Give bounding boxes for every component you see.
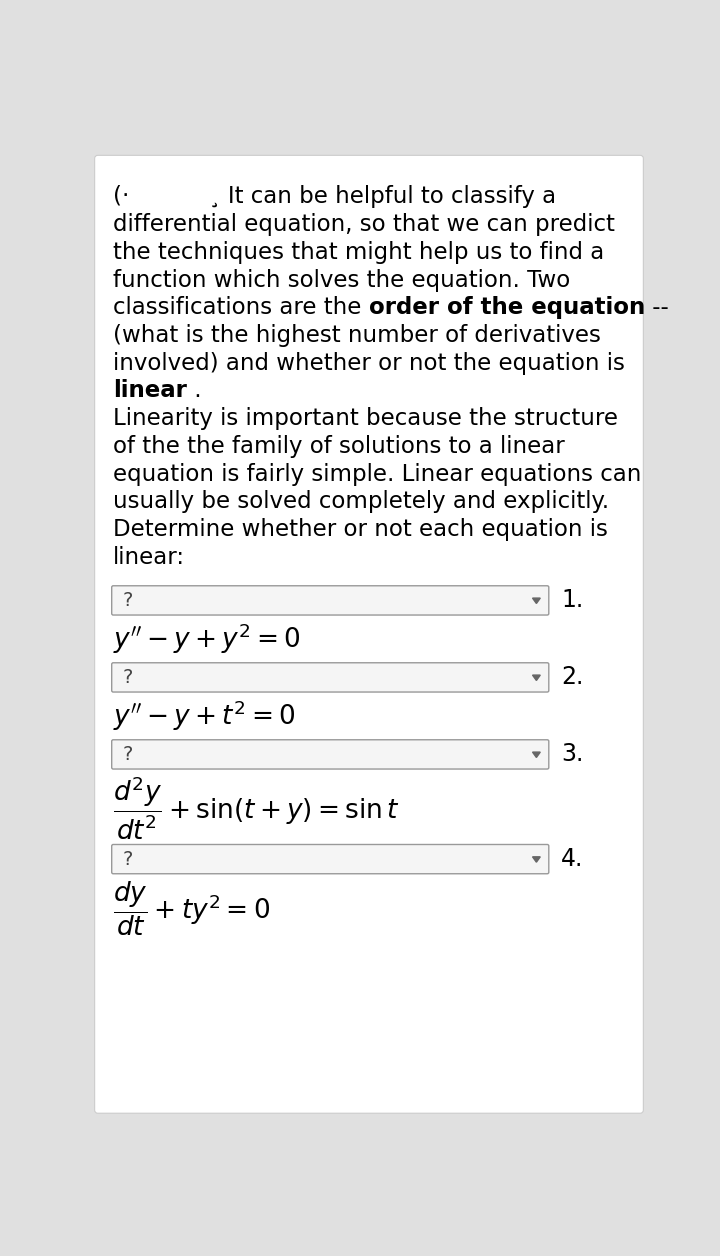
Polygon shape (533, 857, 540, 862)
Text: Linearity is important because the structure: Linearity is important because the struc… (113, 407, 618, 430)
Text: the techniques that might help us to find a: the techniques that might help us to fin… (113, 241, 605, 264)
Text: linear: linear (113, 379, 187, 402)
Text: ?: ? (122, 590, 133, 610)
Text: Determine whether or not each equation is: Determine whether or not each equation i… (113, 517, 608, 541)
Text: (what is the highest number of derivatives: (what is the highest number of derivativ… (113, 324, 601, 347)
Text: (·           ¸ It can be helpful to classify a: (· ¸ It can be helpful to classify a (113, 186, 557, 208)
Polygon shape (533, 674, 540, 681)
Text: order of the equation: order of the equation (369, 296, 645, 319)
Text: 2.: 2. (561, 666, 584, 690)
Text: --: -- (645, 296, 669, 319)
Text: of the the family of solutions to a linear: of the the family of solutions to a line… (113, 435, 565, 458)
Text: ?: ? (122, 668, 133, 687)
FancyBboxPatch shape (112, 663, 549, 692)
Text: usually be solved completely and explicitly.: usually be solved completely and explici… (113, 490, 609, 514)
FancyBboxPatch shape (94, 156, 644, 1113)
Polygon shape (533, 598, 540, 603)
Text: classifications are the: classifications are the (113, 296, 369, 319)
Text: .: . (187, 379, 202, 402)
Text: $\dfrac{dy}{dt} + ty^2 = 0$: $\dfrac{dy}{dt} + ty^2 = 0$ (113, 880, 270, 938)
FancyBboxPatch shape (112, 585, 549, 615)
Text: linear:: linear: (113, 545, 185, 569)
FancyBboxPatch shape (112, 844, 549, 874)
Text: equation is fairly simple. Linear equations can: equation is fairly simple. Linear equati… (113, 462, 642, 486)
Text: 1.: 1. (561, 588, 583, 613)
Text: ?: ? (122, 745, 133, 764)
FancyBboxPatch shape (112, 740, 549, 769)
Text: ?: ? (122, 849, 133, 869)
Text: 3.: 3. (561, 742, 584, 766)
Text: 4.: 4. (561, 847, 584, 872)
Text: function which solves the equation. Two: function which solves the equation. Two (113, 269, 570, 291)
Text: $\dfrac{d^2y}{dt^2} + \sin(t + y) = \sin t$: $\dfrac{d^2y}{dt^2} + \sin(t + y) = \sin… (113, 775, 400, 843)
Text: differential equation, so that we can predict: differential equation, so that we can pr… (113, 214, 615, 236)
Text: involved) and whether or not the equation is: involved) and whether or not the equatio… (113, 352, 625, 374)
Text: $y'' - y + y^2 = 0$: $y'' - y + y^2 = 0$ (113, 622, 301, 656)
Text: $y'' - y + t^2 = 0$: $y'' - y + t^2 = 0$ (113, 698, 296, 732)
Polygon shape (533, 752, 540, 757)
